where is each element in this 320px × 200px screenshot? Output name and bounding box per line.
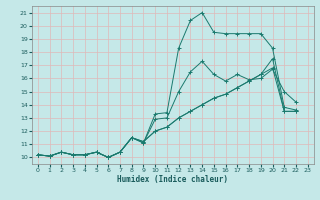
X-axis label: Humidex (Indice chaleur): Humidex (Indice chaleur) [117,175,228,184]
